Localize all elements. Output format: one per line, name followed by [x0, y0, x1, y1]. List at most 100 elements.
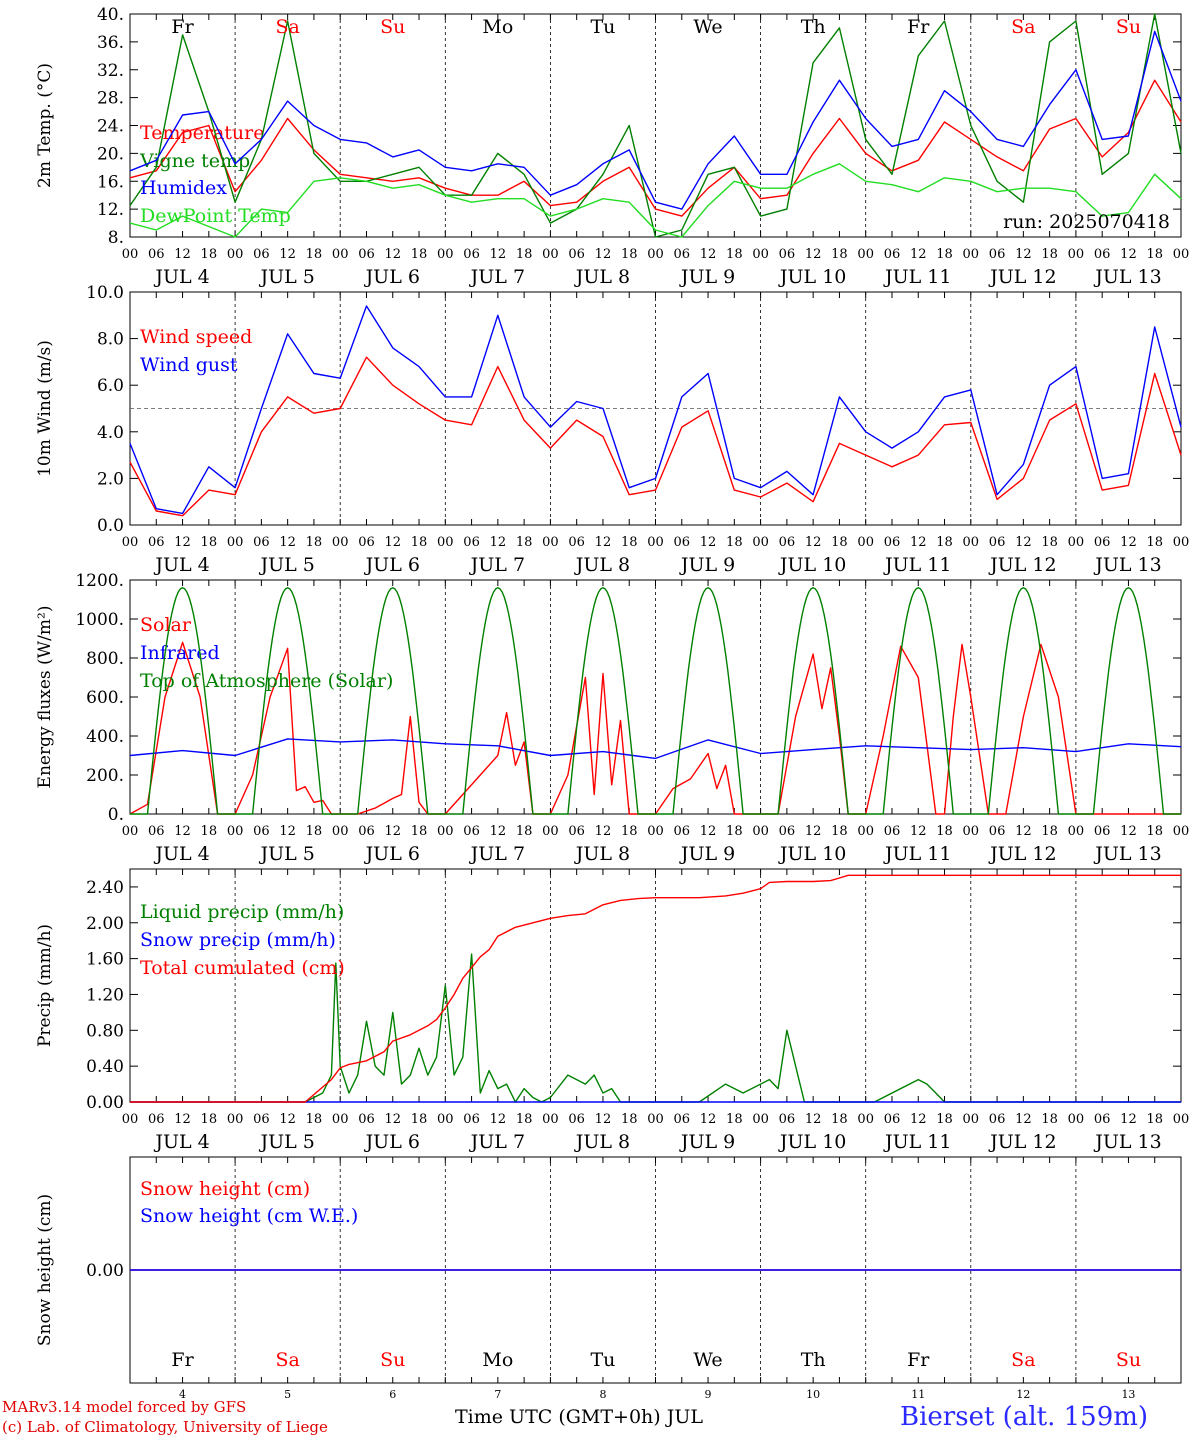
hour-tick-label: 18 — [936, 824, 953, 839]
hour-tick-label: 06 — [148, 824, 165, 839]
hour-tick-label: 00 — [227, 824, 244, 839]
panel-3: 0. 200. 400. 600. 800. 1000. 1200. Energy fluxe… — [35, 571, 1189, 865]
hour-tick-label: 06 — [148, 247, 165, 262]
hour-tick-label: 06 — [253, 1112, 270, 1127]
hour-tick-label: 00 — [542, 824, 559, 839]
hour-tick-label: 18 — [936, 535, 953, 550]
series-line — [130, 874, 1181, 1103]
legend-entry: Solar — [140, 614, 192, 636]
hour-tick-label: 18 — [726, 1112, 743, 1127]
hour-tick-label: 00 — [752, 1112, 769, 1127]
day-number-label: 12 — [1016, 1388, 1030, 1401]
date-label: JUL 11 — [883, 843, 951, 865]
date-label: JUL 10 — [778, 554, 846, 576]
hour-tick-label: 00 — [1068, 1112, 1085, 1127]
hour-tick-label: 00 — [1173, 247, 1190, 262]
hour-tick-label: 12 — [279, 1112, 296, 1127]
hour-tick-label: 18 — [201, 1112, 218, 1127]
hour-tick-label: 12 — [805, 247, 822, 262]
panel-1: 8. 12. 16. 20. 24. 28. 32. 36. 40. 2m Temp. (°C) T… — [35, 5, 1189, 288]
date-label: JUL 12 — [988, 843, 1056, 865]
date-label: JUL 10 — [778, 843, 846, 865]
hour-tick-label: 12 — [279, 247, 296, 262]
hour-tick-label: 06 — [779, 824, 796, 839]
hour-tick-label: 06 — [358, 1112, 375, 1127]
plot-frame — [129, 13, 1182, 238]
hour-tick-label: 00 — [647, 1112, 664, 1127]
date-label: JUL 7 — [469, 266, 525, 288]
hour-tick-label: 18 — [936, 247, 953, 262]
date-label: JUL 9 — [679, 843, 735, 865]
hour-tick-label: 00 — [647, 247, 664, 262]
series-line — [129, 13, 1182, 238]
y-tick-label: 2.0 — [97, 469, 124, 489]
hour-tick-label: 12 — [910, 824, 927, 839]
hour-tick-label: 00 — [437, 824, 454, 839]
hour-tick-label: 12 — [1015, 247, 1032, 262]
hour-tick-label: 00 — [122, 824, 139, 839]
date-label: JUL 7 — [469, 1131, 525, 1153]
series-line — [129, 163, 1182, 238]
date-label: JUL 7 — [469, 554, 525, 576]
date-label: JUL 8 — [574, 266, 630, 288]
hour-tick-label: 18 — [1146, 1112, 1163, 1127]
date-label: JUL 9 — [679, 554, 735, 576]
y-tick-label: 4.0 — [97, 423, 124, 443]
y-tick-label: 24. — [97, 117, 124, 137]
legend-entry: Snow height (cm W.E.) — [140, 1205, 358, 1227]
y-tick-label: 0.40 — [86, 1057, 124, 1077]
hour-tick-label: 18 — [306, 247, 323, 262]
hour-tick-label: 00 — [963, 1112, 980, 1127]
y-tick-label: 36. — [97, 33, 124, 53]
hour-tick-label: 06 — [989, 247, 1006, 262]
y-tick-label: 200. — [86, 766, 124, 786]
hour-tick-label: 06 — [463, 1112, 480, 1127]
day-number-label: 7 — [494, 1388, 501, 1401]
hour-tick-label: 06 — [674, 535, 691, 550]
time-axis-title: Time UTC (GMT+0h) JUL — [455, 1406, 703, 1428]
hour-tick-label: 00 — [437, 535, 454, 550]
day-number-label: 6 — [389, 1388, 396, 1401]
hour-tick-label: 00 — [542, 535, 559, 550]
hour-tick-label: 12 — [910, 1112, 927, 1127]
y-tick-label: 800. — [86, 649, 124, 669]
series-line — [129, 356, 1182, 517]
hour-tick-label: 12 — [1015, 535, 1032, 550]
hour-tick-label: 06 — [989, 535, 1006, 550]
date-label: JUL 6 — [364, 554, 420, 576]
legend-entry: Top of Atmosphere (Solar) — [140, 670, 393, 692]
hour-tick-label: 06 — [568, 247, 585, 262]
hour-tick-label: 12 — [384, 535, 401, 550]
hour-tick-label: 12 — [595, 1112, 612, 1127]
hour-tick-label: 00 — [122, 247, 139, 262]
legend-entry: Snow height (cm) — [140, 1178, 310, 1200]
y-tick-label: 0.00 — [86, 1093, 124, 1113]
y-axis-label: Energy fluxes (W/m²) — [35, 606, 55, 789]
hour-tick-label: 00 — [332, 1112, 349, 1127]
hour-tick-label: 12 — [910, 247, 927, 262]
hour-tick-label: 18 — [1146, 535, 1163, 550]
hour-tick-label: 18 — [306, 1112, 323, 1127]
hour-tick-label: 06 — [779, 1112, 796, 1127]
hour-tick-label: 12 — [700, 247, 717, 262]
hour-tick-label: 00 — [332, 247, 349, 262]
hour-tick-label: 18 — [621, 824, 638, 839]
hour-tick-label: 12 — [490, 824, 507, 839]
legend-entry: Snow precip (mm/h) — [140, 929, 336, 951]
date-label: JUL 8 — [574, 843, 630, 865]
hour-tick-label: 12 — [805, 535, 822, 550]
hour-tick-label: 06 — [1094, 247, 1111, 262]
hour-tick-label: 12 — [1015, 824, 1032, 839]
hour-tick-label: 18 — [936, 1112, 953, 1127]
hour-tick-label: 12 — [595, 535, 612, 550]
weekday-label: Fr — [171, 1349, 194, 1371]
date-label: JUL 4 — [153, 554, 209, 576]
hour-tick-label: 06 — [1094, 824, 1111, 839]
date-label: JUL 4 — [153, 266, 209, 288]
hour-tick-label: 12 — [384, 247, 401, 262]
hour-tick-label: 18 — [726, 535, 743, 550]
hour-tick-label: 06 — [568, 824, 585, 839]
hour-tick-label: 18 — [621, 247, 638, 262]
run-label: run: 2025070418 — [1003, 211, 1170, 233]
hour-tick-label: 12 — [910, 535, 927, 550]
